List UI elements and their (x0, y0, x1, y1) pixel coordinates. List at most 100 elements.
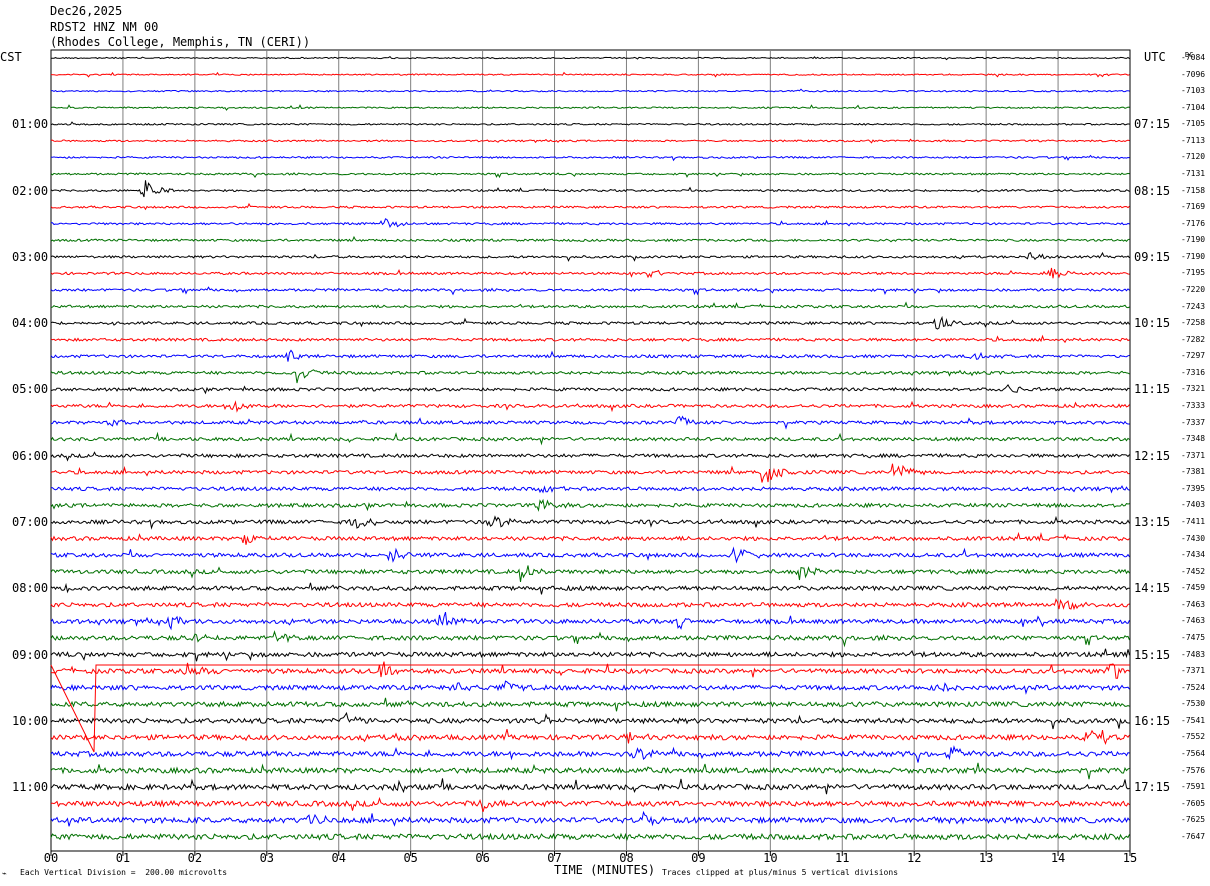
trace-line (50, 315, 1130, 330)
x-tick-label: 09 (691, 851, 705, 865)
dc-offset-label: -7434 (1181, 550, 1206, 560)
x-axis-ticks: 00 01 02 03 04 05 06 07 08 09 10 11 12 13 14 15 (44, 851, 1137, 865)
dc-offset-label: -7552 (1181, 732, 1206, 742)
dc-offset-label: -7297 (1181, 351, 1206, 361)
x-tick-label: 07 (547, 851, 561, 865)
trace-line (50, 565, 1130, 582)
left-time-label: 06:00 (12, 448, 49, 463)
dc-offset-label: -7104 (1181, 102, 1206, 112)
trace-line (50, 697, 1130, 712)
minute-grid (122, 50, 1059, 851)
trace-line (50, 463, 1130, 483)
x-tick-label: 15 (1123, 851, 1137, 865)
trace-line (50, 498, 1130, 512)
x-tick-label: 05 (403, 851, 417, 865)
trace-line (50, 180, 1130, 198)
trace-line (50, 796, 1130, 813)
trace-line (50, 104, 1130, 111)
dc-offset-label: -7220 (1181, 284, 1206, 294)
trace-line (50, 711, 1130, 730)
trace-line (50, 301, 1130, 309)
footer-mark: ⌁ (2, 869, 7, 878)
plot-frame (50, 49, 1131, 852)
left-time-label: 02:00 (12, 183, 49, 198)
left-time-label: 09:00 (12, 647, 49, 662)
dc-offset-label: -7395 (1181, 483, 1206, 493)
dc-offset-label: -7158 (1181, 185, 1206, 195)
x-tick-label: 04 (332, 851, 346, 865)
right-time-label: 11:15 (1134, 382, 1171, 397)
x-tick-label: 01 (116, 851, 130, 865)
left-time-label: 11:00 (12, 780, 49, 795)
scale-note: Each Vertical Division = 200.00 microvol… (20, 868, 228, 877)
dc-offset-label: -7120 (1181, 152, 1206, 162)
dc-offset-label: -7084 (1181, 53, 1206, 62)
trace-line (50, 138, 1130, 144)
left-timezone-label: CST (0, 50, 22, 64)
right-time-label: 15:15 (1134, 647, 1171, 662)
trace-line (50, 334, 1130, 344)
dc-offset-label: -7258 (1181, 318, 1206, 328)
trace-line (50, 630, 1130, 648)
x-tick-label: 11 (835, 851, 849, 865)
dc-offset-label: -7333 (1181, 400, 1206, 410)
dc-offset-label: -7169 (1181, 202, 1206, 212)
x-tick-label: 03 (260, 851, 274, 865)
trace-line (50, 515, 1130, 530)
trace-line (51, 55, 1130, 61)
dc-offset-label: -7190 (1181, 235, 1206, 245)
x-tick-label: 00 (44, 851, 58, 865)
trace-line (50, 235, 1130, 243)
left-time-label: 01:00 (12, 117, 49, 132)
seismic-traces (50, 55, 1130, 842)
left-time-label: 08:00 (12, 581, 49, 596)
trace-line (50, 778, 1130, 795)
left-time-label: 10:00 (12, 713, 49, 728)
x-tick-label: 06 (475, 851, 489, 865)
trace-line (50, 121, 1130, 126)
gap-line (50, 664, 1130, 753)
trace-line (50, 680, 1130, 695)
dc-offset-label: -7463 (1181, 599, 1206, 609)
trace-line (50, 762, 1130, 780)
dc-offset-label: -7371 (1181, 666, 1206, 676)
trace-line (50, 172, 1130, 179)
trace-line (50, 745, 1130, 763)
right-time-label: 17:15 (1134, 780, 1171, 795)
dc-offset-label: -7337 (1181, 417, 1206, 427)
dc-offset-label: -7403 (1181, 500, 1206, 510)
right-time-label: 09:15 (1134, 249, 1171, 264)
trace-line (50, 71, 1130, 78)
dc-offset-label: -7316 (1181, 367, 1206, 377)
dc-offset-label: -7411 (1181, 516, 1206, 526)
left-time-label: 05:00 (12, 382, 49, 397)
x-tick-label: 14 (1051, 851, 1065, 865)
x-tick-label: 12 (907, 851, 921, 865)
dc-offset-label: -7483 (1181, 649, 1206, 659)
dc-offset-label: -7430 (1181, 533, 1206, 543)
dc-offset-label: -7381 (1181, 467, 1206, 477)
trace-line (50, 582, 1130, 595)
header-station: RDST2 HNZ NM 00 (50, 20, 159, 34)
trace-line (50, 400, 1130, 413)
left-time-label: 03:00 (12, 249, 49, 264)
dc-offset-label: -7459 (1181, 583, 1206, 593)
dc-offset-label: -7530 (1181, 699, 1206, 709)
dc-offset-label: -7475 (1181, 632, 1206, 642)
dc-offset-label: -7243 (1181, 301, 1206, 311)
dc-offset-label: -7625 (1181, 815, 1206, 825)
trace-line (50, 369, 1130, 384)
trace-line (50, 415, 1130, 430)
trace-line (50, 88, 1130, 93)
dc-offset-label: -7647 (1181, 831, 1206, 841)
trace-line (50, 349, 1130, 362)
dc-offset-label: -7190 (1181, 251, 1206, 261)
dc-offset-header: DC (1185, 51, 1194, 59)
dc-offset-label: -7541 (1181, 715, 1206, 725)
right-timezone-label: UTC (1144, 50, 1166, 64)
dc-offset-label: -7564 (1181, 748, 1206, 758)
right-time-label: 16:15 (1134, 713, 1171, 728)
right-time-label: 12:15 (1134, 448, 1171, 463)
clip-note: Traces clipped at plus/minus 5 vertical … (662, 868, 899, 877)
trace-line (50, 728, 1130, 745)
